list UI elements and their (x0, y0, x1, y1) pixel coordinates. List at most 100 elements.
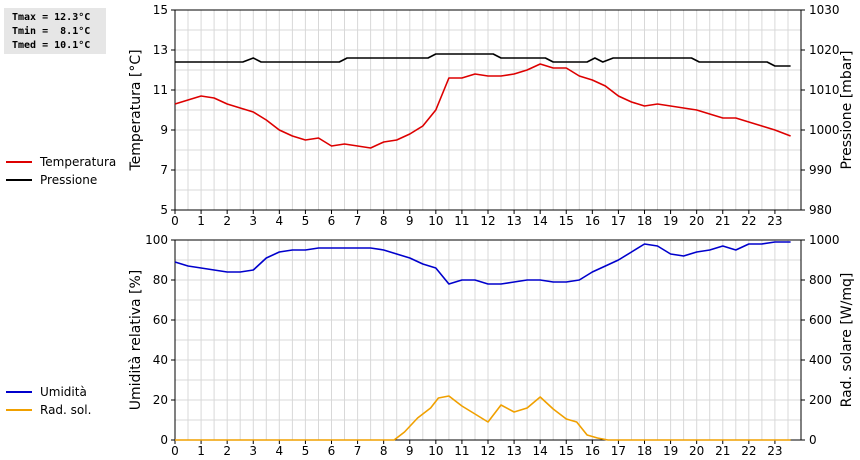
legend-label-temperatura: Temperatura (40, 155, 117, 169)
x-tick-label: 4 (276, 444, 284, 458)
y-tick-label-right: 1030 (809, 3, 840, 17)
x-tick-label: 15 (559, 214, 574, 228)
x-tick-label: 8 (380, 444, 388, 458)
y-axis-title-right: Rad. solare [W/mq] (839, 273, 855, 408)
x-tick-label: 5 (302, 214, 310, 228)
y-tick-label-left: 9 (160, 123, 168, 137)
x-tick-label: 3 (249, 444, 257, 458)
x-tick-label: 2 (223, 214, 231, 228)
x-tick-label: 6 (328, 214, 336, 228)
y-axis-title-left: Umidità relativa [%] (128, 270, 144, 411)
x-tick-label: 8 (380, 214, 388, 228)
y-tick-label-left: 11 (153, 83, 168, 97)
series-line-rad-sol (175, 395, 791, 441)
y-tick-label-left: 7 (160, 163, 168, 177)
tmax-label: Tmax = 12.3°C (12, 12, 91, 23)
x-tick-label: 15 (559, 444, 574, 458)
series-line-umidit (174, 241, 791, 285)
legend-item-temperatura: Temperatura (6, 153, 116, 171)
x-tick-label: 16 (585, 214, 600, 228)
y-tick-label-left: 13 (153, 43, 168, 57)
y-tick-label-left: 0 (160, 433, 168, 447)
x-tick-label: 6 (328, 444, 336, 458)
x-tick-label: 1 (197, 214, 205, 228)
x-tick-label: 7 (354, 214, 362, 228)
legend-item-pressione: Pressione (6, 171, 116, 189)
x-tick-label: 21 (715, 214, 730, 228)
stats-box: Tmax = 12.3°C Tmin = 8.1°C Tmed = 10.1°C (4, 8, 106, 54)
legend-top: Temperatura Pressione (6, 153, 116, 189)
legend-swatch-radsol (6, 409, 32, 411)
legend-label-umidita: Umidità (40, 385, 87, 399)
legend-item-radsol: Rad. sol. (6, 401, 91, 419)
legend-swatch-temperatura (6, 161, 32, 163)
x-tick-label: 17 (611, 214, 626, 228)
x-tick-label: 5 (302, 444, 310, 458)
x-tick-label: 23 (767, 214, 782, 228)
legend-label-radsol: Rad. sol. (40, 403, 92, 417)
x-tick-label: 0 (171, 444, 179, 458)
tmed-label: Tmed = 10.1°C (12, 40, 91, 51)
x-tick-label: 0 (171, 214, 179, 228)
y-tick-label-right: 0 (809, 433, 817, 447)
legend-label-pressione: Pressione (40, 173, 98, 187)
legend-item-umidita: Umidità (6, 383, 91, 401)
x-tick-label: 2 (223, 444, 231, 458)
x-tick-label: 17 (611, 444, 626, 458)
x-tick-label: 10 (428, 214, 443, 228)
x-tick-label: 14 (533, 444, 548, 458)
y-tick-label-right: 1000 (809, 233, 840, 247)
y-tick-label-left: 60 (153, 313, 168, 327)
x-tick-label: 12 (480, 444, 495, 458)
series-line-temperatura (174, 63, 791, 149)
y-tick-label-left: 5 (160, 203, 168, 217)
x-tick-label: 11 (454, 444, 469, 458)
x-tick-label: 16 (585, 444, 600, 458)
y-tick-label-left: 100 (145, 233, 168, 247)
legend-bottom: Umidità Rad. sol. (6, 383, 91, 419)
y-tick-label-right: 400 (809, 353, 832, 367)
series-line-pressione (175, 53, 791, 67)
x-tick-label: 20 (689, 214, 704, 228)
x-tick-label: 3 (249, 214, 257, 228)
y-tick-label-right: 1020 (809, 43, 840, 57)
x-tick-label: 18 (637, 444, 652, 458)
y-axis-title-left: Temperatura [°C] (128, 49, 144, 171)
chart-bottom: 0 1 2 3 4 5 6 7 8 9 10 11 12 13 14 15 16 17 18 19 20 21 22 2302… (128, 233, 855, 458)
y-tick-label-right: 1010 (809, 83, 840, 97)
x-tick-label: 19 (663, 214, 678, 228)
x-tick-label: 7 (354, 444, 362, 458)
x-tick-label: 4 (276, 214, 284, 228)
tmin-label: Tmin = 8.1°C (12, 26, 91, 37)
y-tick-label-left: 80 (153, 273, 168, 287)
chart-top: 0 1 2 3 4 5 6 7 8 9 10 11 12 13 14 15 16 17 18 19 20 21 22 2357… (128, 3, 855, 228)
x-tick-label: 9 (406, 214, 414, 228)
legend-swatch-pressione (6, 179, 32, 181)
legend-swatch-umidita (6, 391, 32, 393)
y-tick-label-right: 980 (809, 203, 832, 217)
y-tick-label-right: 800 (809, 273, 832, 287)
y-tick-label-left: 15 (153, 3, 168, 17)
x-tick-label: 10 (428, 444, 443, 458)
x-tick-label: 20 (689, 444, 704, 458)
x-tick-label: 22 (741, 444, 756, 458)
y-tick-label-right: 1000 (809, 123, 840, 137)
x-tick-label: 21 (715, 444, 730, 458)
x-tick-label: 13 (506, 444, 521, 458)
y-tick-label-left: 20 (153, 393, 168, 407)
x-tick-label: 23 (767, 444, 782, 458)
x-tick-label: 9 (406, 444, 414, 458)
x-tick-label: 13 (506, 214, 521, 228)
y-tick-label-right: 200 (809, 393, 832, 407)
x-tick-label: 19 (663, 444, 678, 458)
x-tick-label: 18 (637, 214, 652, 228)
y-tick-label-right: 990 (809, 163, 832, 177)
x-tick-label: 11 (454, 214, 469, 228)
x-tick-label: 1 (197, 444, 205, 458)
y-tick-label-left: 40 (153, 353, 168, 367)
x-tick-label: 12 (480, 214, 495, 228)
y-tick-label-right: 600 (809, 313, 832, 327)
y-axis-title-right: Pressione [mbar] (839, 50, 855, 169)
x-tick-label: 14 (533, 214, 548, 228)
